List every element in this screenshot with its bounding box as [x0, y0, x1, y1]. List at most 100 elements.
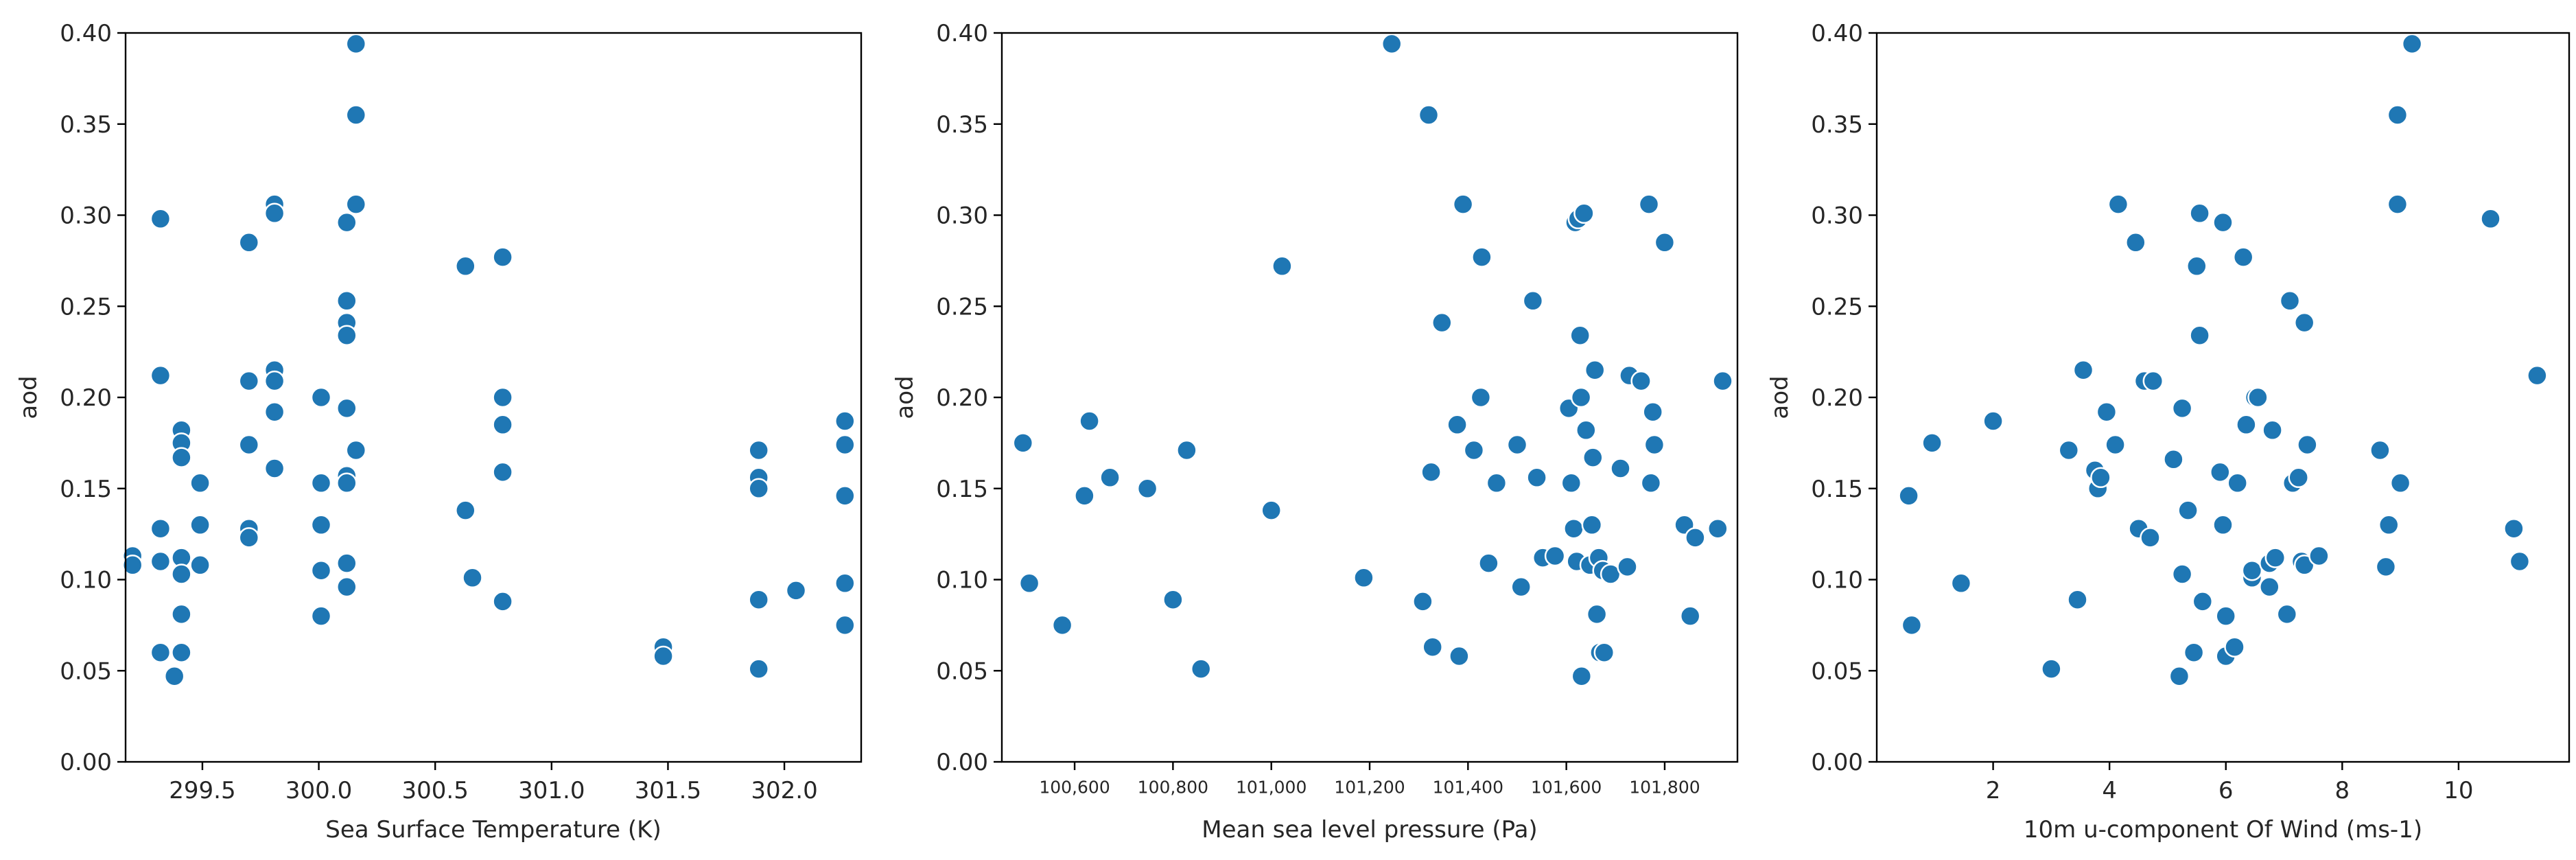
data-point	[1593, 642, 1615, 663]
data-point	[1176, 439, 1197, 461]
y-tick-label: 0.25	[60, 293, 112, 321]
data-point	[2212, 514, 2234, 536]
data-point	[1569, 325, 1591, 346]
data-point	[2105, 434, 2126, 456]
data-point	[492, 386, 513, 408]
data-point	[1560, 472, 1582, 494]
y-tick-label: 0.20	[936, 384, 988, 412]
data-point	[2096, 401, 2118, 423]
axes-frame	[1000, 32, 1739, 763]
y-axis-label: aod	[15, 375, 43, 419]
y-tick-label: 0.40	[60, 20, 112, 47]
data-point	[2236, 414, 2257, 436]
data-point	[2369, 439, 2391, 461]
y-tick-label: 0.25	[1811, 293, 1863, 321]
data-point	[171, 447, 192, 468]
data-point	[2189, 202, 2210, 224]
data-point	[2215, 605, 2236, 627]
data-point	[189, 514, 211, 536]
data-point	[1570, 386, 1592, 408]
data-point	[310, 472, 332, 494]
data-point	[2067, 589, 2088, 610]
data-point	[1099, 467, 1121, 489]
data-point	[1190, 658, 1212, 679]
data-point	[2142, 370, 2164, 392]
data-point	[1272, 255, 1293, 277]
y-tick-label: 0.35	[1811, 111, 1863, 139]
y-axis-label: aod	[1766, 375, 1794, 419]
data-point	[2389, 472, 2411, 494]
data-point	[2232, 246, 2254, 268]
data-point	[1353, 567, 1374, 589]
data-point	[2279, 290, 2301, 312]
data-point	[2177, 500, 2199, 521]
data-point	[310, 559, 332, 581]
data-point	[1685, 527, 1706, 548]
data-point	[150, 208, 172, 230]
data-point	[2264, 547, 2286, 568]
scatter-panel-pressure: 0.00 0.05 0.10 0.15 0.20 0.25 0.30 0.35 0.40 100,…	[891, 20, 1739, 844]
x-tick-label: 100,800	[1138, 777, 1208, 797]
data-point	[492, 414, 513, 436]
data-point	[1642, 401, 1663, 423]
data-point	[1420, 461, 1442, 483]
data-point	[1982, 410, 2004, 432]
data-point	[2227, 472, 2248, 494]
data-point	[1431, 312, 1453, 334]
data-point	[1522, 290, 1544, 312]
data-point	[238, 527, 260, 548]
data-point	[1586, 603, 1608, 625]
x-tick-label: 100,600	[1039, 777, 1110, 797]
data-point	[264, 202, 285, 224]
y-tick-label: 0.15	[1811, 476, 1863, 503]
x-tick-label: 301.0	[518, 777, 585, 804]
data-point	[1478, 553, 1499, 574]
data-point	[2192, 591, 2214, 612]
data-point	[2163, 449, 2184, 470]
x-axis-label: Mean sea level pressure (Pa)	[1202, 816, 1537, 844]
data-point	[492, 246, 513, 268]
y-tick-label: 0.20	[1811, 384, 1863, 412]
data-point	[2183, 642, 2205, 663]
data-point	[2241, 559, 2263, 581]
x-tick-label: 300.0	[285, 777, 352, 804]
data-point	[1510, 576, 1532, 598]
data-point	[171, 642, 192, 663]
data-point	[238, 434, 260, 456]
data-point	[2401, 33, 2423, 55]
data-point	[264, 458, 285, 479]
x-tick-label: 101,000	[1236, 777, 1307, 797]
data-point	[2210, 461, 2231, 483]
data-point	[1452, 194, 1474, 215]
x-tick-label: 10	[2444, 777, 2473, 804]
data-point	[2140, 527, 2161, 548]
data-point	[748, 478, 769, 500]
data-point	[748, 439, 769, 461]
data-point	[748, 658, 769, 679]
x-axis-label: Sea Surface Temperature (K)	[325, 816, 661, 844]
data-point	[150, 642, 172, 663]
y-tick-label: 0.35	[60, 111, 112, 139]
data-point	[1921, 432, 1943, 454]
data-point	[163, 665, 185, 687]
data-point	[1074, 485, 1095, 507]
data-point	[2171, 397, 2193, 419]
data-point	[238, 370, 260, 392]
y-tick-label: 0.10	[936, 567, 988, 594]
data-point	[345, 439, 367, 461]
data-point	[150, 518, 172, 539]
scatter-panel-wind: 0.00 0.05 0.10 0.15 0.20 0.25 0.30 0.35 0.40 2 4 6 8…	[1766, 20, 2571, 844]
data-point	[1679, 605, 1701, 627]
data-point	[1412, 591, 1433, 612]
data-point	[189, 472, 211, 494]
data-point	[2509, 550, 2531, 572]
data-point	[834, 485, 856, 507]
data-point	[834, 410, 856, 432]
data-point	[748, 589, 769, 610]
x-tick-label: 101,600	[1531, 777, 1602, 797]
data-point	[2259, 576, 2280, 598]
y-tick-label: 0.40	[936, 20, 988, 47]
data-point	[492, 591, 513, 612]
data-point	[1418, 104, 1440, 126]
